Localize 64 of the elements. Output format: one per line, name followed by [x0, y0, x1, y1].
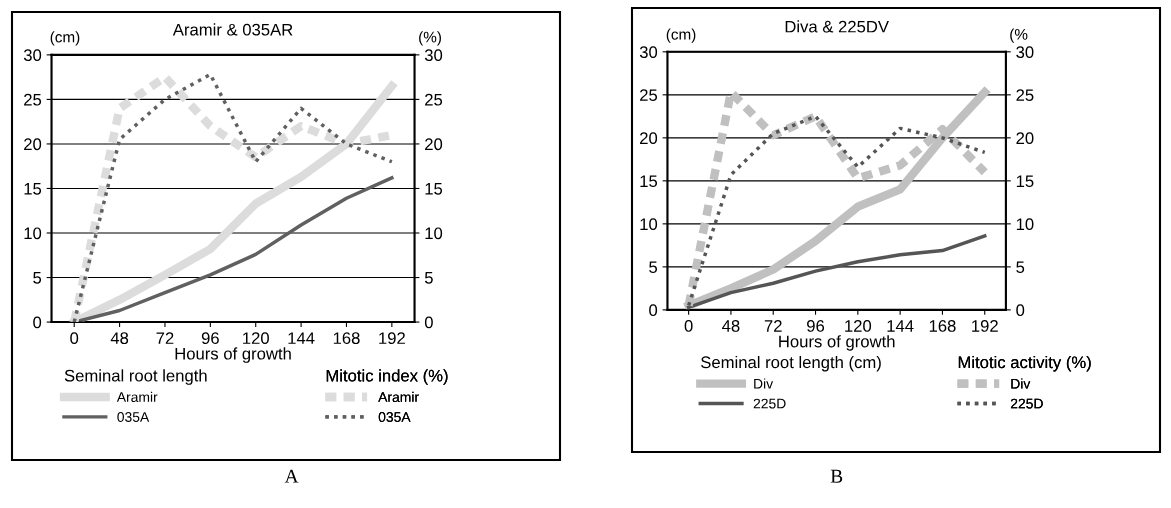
x-tick-label: 96: [201, 332, 219, 345]
y-tick-label: 25: [640, 89, 658, 102]
x-axis-title: Hours of growth: [779, 335, 895, 351]
y2-tick-label: 25: [425, 93, 443, 106]
y-tick-label: 15: [24, 183, 42, 195]
x-tick-label: 72: [764, 320, 782, 332]
y2-tick-label: 5: [424, 272, 433, 284]
y-tick-label: 30: [639, 46, 658, 59]
chart-title: Aramir & 035AR: [172, 23, 293, 36]
x-tick-label: 96: [807, 320, 825, 332]
y2-tick-label: 0: [1016, 304, 1025, 317]
x-tick-label: 0: [70, 332, 79, 345]
y-tick-label: 20: [640, 132, 658, 145]
y-tick-label: 10: [24, 227, 42, 240]
y2-tick-label: 10: [1016, 218, 1034, 231]
chart-title: Diva & 225DV: [785, 20, 889, 33]
x-tick-label: 144: [288, 332, 315, 344]
y-tick-label: 20: [24, 138, 42, 151]
y-tick-label: 5: [33, 272, 42, 284]
y2-tick-label: 30: [1016, 46, 1034, 59]
x-tick-label: 48: [722, 320, 740, 332]
x-tick-label: 168: [929, 320, 956, 332]
y2-axis-title: (%: [1010, 28, 1028, 43]
x-tick-label: 72: [156, 332, 174, 344]
y2-axis-title: (%): [419, 31, 441, 46]
y-tick-label: 25: [24, 93, 42, 106]
x-tick-label: 192: [972, 320, 998, 332]
text: Seminal root length: [64, 369, 207, 385]
legend-label: Div: [1011, 378, 1031, 389]
x-tick-label: 0: [684, 320, 693, 332]
legend-label: 035A: [117, 412, 150, 422]
y2-tick-label: 20: [1016, 132, 1034, 145]
x-tick-label: 120: [845, 320, 872, 332]
text: Mitotic activity (%): [958, 355, 1091, 372]
text: Seminal root length (cm): [701, 355, 881, 372]
y2-tick-label: 10: [425, 227, 443, 240]
text: B: [830, 469, 843, 483]
y-axis-title: (cm): [50, 31, 80, 46]
x-tick-label: 48: [110, 332, 129, 345]
y2-tick-label: 30: [424, 49, 443, 62]
text: Mitotic index (%): [326, 369, 448, 385]
x-tick-label: 144: [887, 320, 914, 332]
y2-tick-label: 15: [1016, 175, 1034, 188]
legend-label: Aramir: [378, 391, 419, 402]
legend-label: 225D: [1010, 398, 1043, 409]
x-tick-label: 168: [333, 332, 360, 345]
y2-tick-label: 5: [1016, 261, 1025, 274]
y2-tick-label: 15: [425, 183, 443, 195]
legend-label: 035A: [378, 412, 411, 422]
legend-label: Div: [754, 378, 774, 389]
y2-tick-label: 25: [1016, 89, 1034, 102]
x-tick-label: 120: [243, 332, 269, 345]
y-axis-title: (cm): [666, 28, 696, 43]
y-tick-label: 30: [23, 49, 42, 62]
y-tick-label: 0: [649, 304, 658, 317]
legend-label: Aramir: [116, 391, 158, 402]
y-tick-label: 15: [640, 175, 658, 188]
x-tick-label: 192: [379, 332, 405, 345]
y2-tick-label: 20: [425, 138, 443, 151]
legend-label: 225D: [753, 398, 786, 409]
y-tick-label: 5: [649, 261, 658, 274]
x-axis-title: Hours of growth: [175, 347, 291, 363]
text: A: [284, 469, 299, 483]
y-tick-label: 10: [640, 218, 658, 231]
